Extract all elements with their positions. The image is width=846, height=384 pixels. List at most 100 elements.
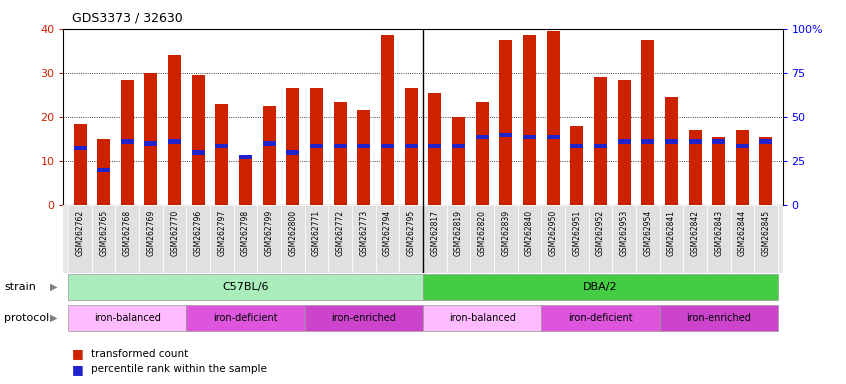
Bar	[499, 132, 513, 137]
Text: GSM262843: GSM262843	[714, 210, 723, 256]
Text: GSM262797: GSM262797	[217, 210, 227, 256]
Text: ■: ■	[72, 348, 84, 360]
Bar	[523, 35, 536, 205]
Bar	[641, 139, 654, 144]
Bar	[116, 205, 139, 290]
Text: GSM262840: GSM262840	[525, 210, 534, 256]
Text: GSM262841: GSM262841	[667, 210, 676, 256]
Bar	[707, 205, 730, 290]
Bar	[92, 205, 116, 290]
Bar	[357, 144, 371, 148]
Bar	[186, 305, 305, 331]
Bar	[216, 144, 228, 148]
Bar	[328, 205, 352, 290]
Bar	[541, 305, 660, 331]
Bar	[730, 205, 754, 290]
Bar	[210, 205, 233, 290]
Bar	[192, 75, 205, 205]
Bar	[186, 205, 210, 290]
Text: GSM262952: GSM262952	[596, 210, 605, 256]
Bar	[404, 88, 418, 205]
Text: GSM262953: GSM262953	[619, 210, 629, 256]
Bar	[660, 205, 684, 290]
Text: iron-deficient: iron-deficient	[569, 313, 633, 323]
Bar	[760, 139, 772, 144]
Bar	[305, 205, 328, 290]
Bar	[423, 274, 777, 300]
Bar	[689, 131, 701, 205]
Text: iron-deficient: iron-deficient	[213, 313, 277, 323]
Bar	[736, 144, 749, 148]
Bar	[239, 159, 252, 205]
Bar	[69, 274, 423, 300]
Text: GSM262844: GSM262844	[738, 210, 747, 256]
Bar	[565, 205, 589, 290]
Bar	[216, 104, 228, 205]
Bar	[399, 205, 423, 290]
Bar	[168, 55, 181, 205]
Bar	[665, 97, 678, 205]
Bar	[494, 205, 518, 290]
Text: ▶: ▶	[50, 313, 57, 323]
Bar	[69, 305, 186, 331]
Bar	[310, 88, 323, 205]
Bar	[541, 205, 565, 290]
Text: iron-enriched: iron-enriched	[332, 313, 396, 323]
Bar	[74, 146, 86, 150]
Bar	[287, 88, 299, 205]
Text: GSM262795: GSM262795	[407, 210, 415, 256]
Bar	[428, 93, 442, 205]
Text: GSM262820: GSM262820	[478, 210, 486, 256]
Bar	[547, 31, 559, 205]
Text: GSM262772: GSM262772	[336, 210, 344, 256]
Bar	[263, 106, 276, 205]
Text: GSM262839: GSM262839	[502, 210, 510, 256]
Text: iron-enriched: iron-enriched	[686, 313, 751, 323]
Bar	[239, 155, 252, 159]
Bar	[523, 135, 536, 139]
Bar	[754, 205, 777, 290]
Text: protocol: protocol	[4, 313, 49, 323]
Bar	[447, 205, 470, 290]
Bar	[233, 205, 257, 290]
Text: GSM262800: GSM262800	[288, 210, 298, 256]
Text: GSM262765: GSM262765	[99, 210, 108, 256]
Bar	[404, 144, 418, 148]
Text: GSM262842: GSM262842	[690, 210, 700, 256]
Text: GSM262796: GSM262796	[194, 210, 203, 256]
Bar	[97, 168, 110, 172]
Bar	[305, 305, 423, 331]
Text: GSM262770: GSM262770	[170, 210, 179, 256]
Text: DBA/2: DBA/2	[583, 282, 618, 292]
Bar	[589, 205, 613, 290]
Bar	[257, 205, 281, 290]
Text: percentile rank within the sample: percentile rank within the sample	[91, 364, 266, 374]
Bar	[145, 141, 157, 146]
Bar	[736, 131, 749, 205]
Bar	[594, 144, 607, 148]
Bar	[381, 144, 394, 148]
Bar	[570, 144, 583, 148]
Bar	[618, 139, 630, 144]
Bar	[168, 139, 181, 144]
Text: GSM262845: GSM262845	[761, 210, 771, 256]
Bar	[139, 205, 162, 290]
Bar	[665, 139, 678, 144]
Bar	[712, 139, 725, 144]
Bar	[357, 111, 371, 205]
Bar	[618, 79, 630, 205]
Bar	[428, 144, 442, 148]
Text: GSM262794: GSM262794	[383, 210, 392, 256]
Bar	[145, 73, 157, 205]
Text: strain: strain	[4, 282, 36, 292]
Bar	[641, 40, 654, 205]
Bar	[423, 305, 541, 331]
Bar	[760, 137, 772, 205]
Bar	[281, 205, 305, 290]
Bar	[192, 150, 205, 155]
Bar	[684, 205, 707, 290]
Bar	[263, 141, 276, 146]
Bar	[74, 124, 86, 205]
Bar	[381, 35, 394, 205]
Bar	[499, 40, 513, 205]
